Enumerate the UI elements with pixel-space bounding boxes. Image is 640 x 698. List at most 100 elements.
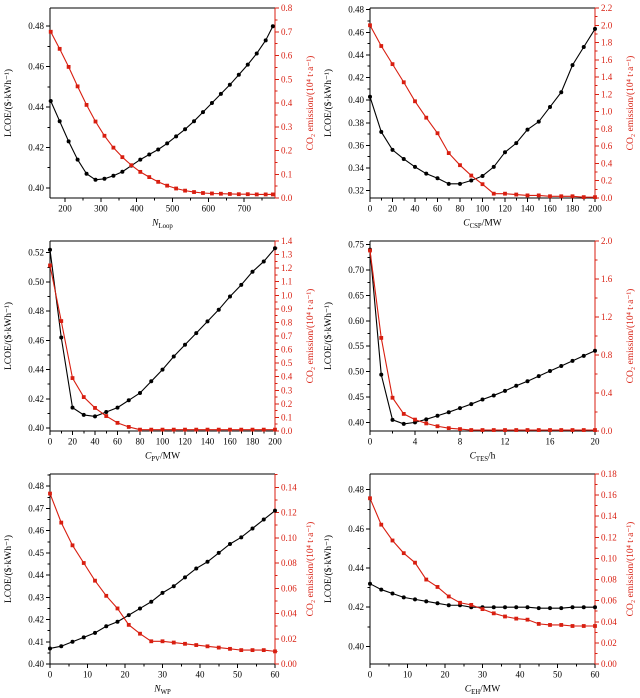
right-tick-label: 1.2 (601, 89, 612, 99)
left-tick-label: 0.40 (28, 183, 44, 193)
x-tick-label: 500 (166, 204, 180, 214)
plot-svg: 200 300 400 500 600 7000.400.420.440.460.480.… (3, 3, 316, 230)
right-tick-label: 0.5 (281, 74, 293, 84)
right-axis: 0.0 0.1 0.2 0.3 0.4 0.5 0.6 0.7 0.8 (275, 3, 293, 203)
left-tick-label: 0.46 (28, 335, 44, 345)
left-tick-label: 0.48 (348, 5, 364, 15)
right-tick-label: 0.3 (281, 385, 293, 395)
left-tick-label: 0.42 (348, 602, 364, 612)
left-tick-label: 0.55 (348, 341, 364, 351)
right-tick-label: 2.0 (601, 236, 613, 246)
right-tick-label: 1.2 (281, 263, 292, 273)
right-tick-label: 0.2 (281, 399, 292, 409)
left-tick-label: 0.34 (348, 163, 364, 173)
x-tick-label: 180 (566, 204, 580, 214)
right-tick-label: 0.4 (601, 158, 613, 168)
right-tick-label: 0.7 (281, 27, 293, 37)
left-axis: 0.40 0.42 0.44 0.46 0.48 0.50 0.52 (28, 248, 50, 433)
left-axis-title: LCOE/($·kWh⁻¹) (323, 535, 334, 603)
x-tick-label: 60 (271, 670, 281, 680)
right-tick-label: 0.02 (281, 634, 297, 644)
right-tick-label: 0.00 (281, 659, 297, 669)
left-tick-label: 0.40 (28, 423, 44, 433)
x-tick-label: 0 (368, 437, 373, 447)
right-tick-label: 0.8 (281, 317, 293, 327)
left-tick-label: 0.42 (28, 142, 44, 152)
right-tick-label: 0.16 (601, 490, 617, 500)
right-tick-label: 0.2 (601, 176, 612, 186)
chart-lcoe-co2-vs-nwp: 0 10 20 30 40 50 60 0.40 0.41 0.42 0.43 0.44 0.45 0.4… (0, 466, 320, 698)
left-tick-label: 0.45 (348, 392, 364, 402)
chart-lcoe-co2-vs-ceh: 0 10 20 30 40 50 60 0.40 0.42 0.44 0.46 0.48 0.00 0.0… (320, 466, 640, 698)
left-axis: 0.40 0.41 0.42 0.43 0.44 0.45 0.46 0.47 0.48 (28, 474, 50, 669)
right-axis: 0.00 0.02 0.04 0.06 0.08 0.10 0.12 0.14 (275, 474, 297, 669)
right-tick-label: 0.14 (281, 482, 297, 492)
x-tick-label: 40 (196, 670, 206, 680)
right-tick-label: 0.08 (281, 558, 297, 568)
x-tick-label: 30 (478, 670, 488, 680)
left-tick-label: 0.52 (28, 248, 44, 258)
x-tick-label: 300 (94, 204, 108, 214)
right-tick-label: 1.4 (281, 236, 293, 246)
left-tick-label: 0.48 (28, 306, 44, 316)
x-tick-label: 600 (202, 204, 216, 214)
x-tick-label: 0 (48, 437, 53, 447)
series-lcoe (48, 508, 277, 651)
right-tick-label: 0.0 (281, 426, 293, 436)
left-tick-label: 0.46 (28, 526, 44, 536)
plot-svg: 0 10 20 30 40 50 600.400.410.420.430.440.450.4… (3, 473, 316, 696)
right-tick-label: 1.2 (601, 312, 612, 322)
right-axis-title: CO₂ emission/(10⁴ t·a⁻¹) (625, 289, 636, 384)
left-axis-title: LCOE/($·kWh⁻¹) (323, 302, 334, 370)
x-tick-label: 40 (91, 437, 101, 447)
right-axis-title: CO₂ emission/(10⁴ t·a⁻¹) (305, 522, 316, 617)
left-tick-label: 0.60 (348, 316, 364, 326)
right-tick-label: 0.06 (601, 596, 617, 606)
left-tick-label: 0.50 (348, 367, 364, 377)
x-tick-label: 8 (458, 437, 463, 447)
left-tick-label: 0.44 (348, 563, 364, 573)
x-tick-label: 20 (441, 670, 451, 680)
left-tick-label: 0.48 (348, 485, 364, 495)
right-tick-label: 0.06 (281, 583, 297, 593)
x-tick-label: 10 (83, 670, 93, 680)
x-tick-label: 60 (433, 204, 443, 214)
left-tick-label: 0.50 (28, 277, 44, 287)
x-tick-label: 160 (543, 204, 557, 214)
right-tick-label: 0.04 (281, 609, 297, 619)
right-tick-label: 0.4 (601, 388, 613, 398)
x-axis-title: CEH/MW (465, 685, 500, 697)
series-co2 (368, 496, 597, 628)
plot-frame (369, 240, 596, 432)
right-tick-label: 0.0 (281, 193, 293, 203)
right-tick-label: 0.0 (601, 193, 613, 203)
x-tick-label: 400 (130, 204, 144, 214)
right-axis: 0.0 0.4 0.8 1.2 1.6 2.0 (595, 236, 613, 436)
chart-lcoe-co2-vs-ccsp: 0 20 40 60 80 100 120 140 160 180 200 0.32 0.34 0.36 0… (320, 0, 640, 233)
right-tick-label: 0.10 (601, 553, 617, 563)
right-tick-label: 0.00 (601, 659, 617, 669)
left-tick-label: 0.41 (28, 637, 44, 647)
left-tick-label: 0.44 (28, 570, 44, 580)
right-tick-label: 0.12 (281, 508, 297, 518)
left-tick-label: 0.45 (28, 548, 44, 558)
chart-lcoe-co2-vs-nloop: 200 300 400 500 600 700 0.40 0.42 0.44 0.46 0.48 0.… (0, 0, 320, 233)
left-tick-label: 0.42 (348, 73, 364, 83)
right-tick-label: 0.6 (281, 51, 293, 61)
series-lcoe (48, 246, 277, 419)
left-tick-label: 0.70 (348, 265, 364, 275)
x-tick-label: 60 (113, 437, 123, 447)
left-tick-label: 0.38 (348, 118, 364, 128)
right-tick-label: 1.1 (281, 277, 292, 287)
left-tick-label: 0.65 (348, 290, 364, 300)
right-tick-label: 0.8 (281, 3, 293, 13)
x-axis-title: CPV/MW (145, 452, 180, 464)
x-axis-title: CTES/h (470, 452, 496, 464)
x-tick-label: 16 (546, 437, 556, 447)
series-co2 (48, 29, 275, 197)
plot-frame (49, 240, 276, 432)
x-tick-label: 120 (178, 437, 192, 447)
right-tick-label: 1.6 (601, 274, 613, 284)
x-tick-label: 0 (48, 670, 53, 680)
x-tick-label: 0 (368, 204, 373, 214)
